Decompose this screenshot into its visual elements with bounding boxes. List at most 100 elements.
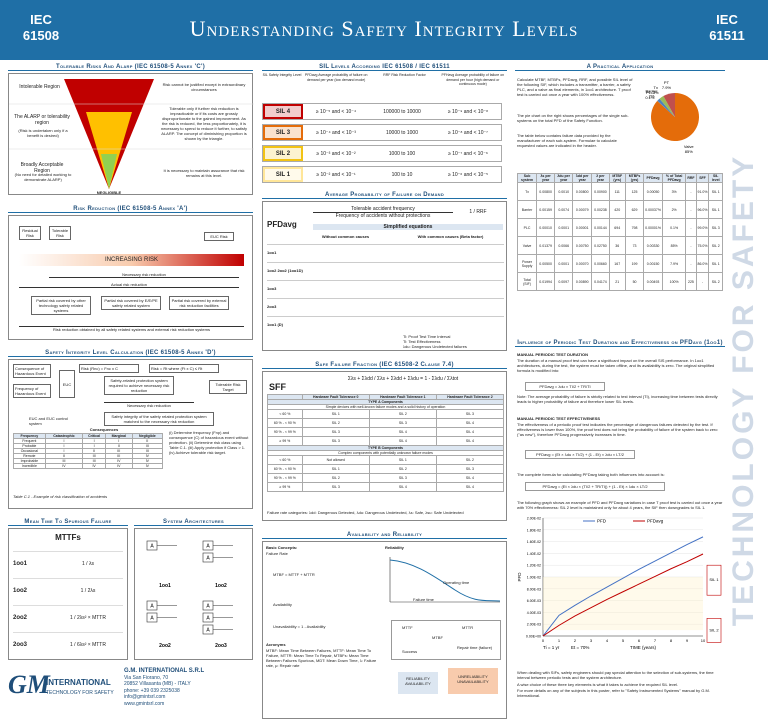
practical-cell: 0.00330 (643, 236, 663, 255)
practical-cell: 91.0% (695, 182, 710, 201)
practical-table-head: Sub system λs per year λdu per year λdd per… (516, 173, 723, 183)
practical-cell: 86.0% (695, 254, 710, 273)
avail-mtbf: MTBF (432, 635, 443, 640)
arch-block-label: A (206, 544, 210, 550)
practical-row: Valve 0.01379 0.0066 0.00750 0.02750 36 73 0.00… (516, 236, 723, 255)
chart-ytick: 1.20E-02 (527, 564, 541, 568)
section-mttf-title: Mean Time To Spurious Failure (8, 519, 128, 526)
avail-unrel-label: UNRELIABILITY UNAVAILABILITY (448, 668, 498, 694)
mttf-formula: 1 / 2λs (80, 587, 96, 594)
sff-panel: SFF Σλs + Σλdd / Σλs + Σλdd + Σλdu = 1 -… (262, 371, 507, 521)
pie-pct: 85% (685, 149, 693, 154)
pfd-legend1: Ti: Proof Test Time Interval (403, 334, 451, 339)
sff-row: 90 % - < 99 % SIL 2 SIL 3 SIL 4 (267, 473, 505, 483)
avail-mttr: MTTR (462, 625, 474, 630)
practical-header-cell: Sub system (516, 173, 538, 183)
section-sff-title: Safe Failure Fraction (IEC 61508-2 Claus… (262, 362, 507, 369)
practical-cell: 21 (608, 272, 626, 291)
chart-xlabel: TIME (years) (630, 645, 657, 650)
architecture-2oo2: AA 2oo2 (146, 600, 177, 649)
practical-cell: 0.00001% (643, 218, 663, 237)
practical-header-cell: λdu per year (554, 173, 574, 183)
sff-legend: Failure rate categories: λdd: Dangerous … (267, 510, 464, 515)
std-right-line1: IEC (716, 12, 738, 27)
avail-repair: Repair time (failure) (457, 645, 493, 650)
risk-class-cell: IV (82, 463, 106, 469)
chart-xtick: 1 (558, 638, 561, 643)
sff-cell: SIL 3 (301, 436, 370, 446)
chart-xtick: 2 (574, 638, 577, 643)
alarp-right3: It is necessary to maintain assurance th… (163, 168, 245, 178)
legend-label: PFD (597, 519, 607, 524)
practical-cell: 0.0001 (554, 218, 574, 237)
mttf-formula: 1 / λs (82, 560, 94, 567)
practical-cell: 0.00050 (643, 182, 663, 201)
pfd-col1: Without common causes (321, 234, 370, 239)
risk-freq-cell: Incredible (13, 463, 46, 469)
practical-cell: 167 (608, 254, 626, 273)
calc-necessary: Necessary risk reduction (104, 402, 194, 408)
practical-cell: 0.00890 (572, 272, 593, 291)
practical-cell: 798 (624, 218, 645, 237)
sil-pfd: ≥ 10⁻⁵ and < 10⁻⁴ (315, 108, 357, 115)
company-address: G.M. INTERNATIONAL S.R.L Via San Fiorano… (124, 668, 204, 707)
sil-label: SIL 1 (263, 167, 303, 182)
practical-cell: 0.00144 (591, 218, 610, 237)
sff-cell: ≥ 99 % (267, 436, 303, 446)
proof-formula1: PFDavg = λdu × TI/2 + TR/TI (525, 382, 605, 391)
sil-rrf: 10000 to 1000 (386, 129, 418, 136)
mttf-arch: 2oo2 (13, 614, 28, 621)
practical-cell: 0.0010 (554, 182, 574, 201)
practical-cell: 73 (624, 236, 645, 255)
practical-cell: 0.00900 (591, 182, 610, 201)
arch-block-label: A (206, 628, 210, 634)
practical-cell: 0.00750 (572, 236, 593, 255)
sil-header-0: SIL Safety Integrity Level (262, 73, 302, 77)
sil-row: SIL 3 ≥ 10⁻⁴ and < 10⁻³ 10000 to 1000 ≥ 10⁻… (262, 124, 502, 141)
sil-rrf: 100 to 10 (391, 171, 413, 178)
company-line5[interactable]: www.gmintsrl.com (124, 700, 165, 707)
practical-cell: 0.0001 (554, 254, 574, 273)
proof-formula2: PFDavg = (Et × λdu × TI/2) + (1 - Et) × … (525, 450, 635, 459)
chart-xtick: 3 (590, 638, 593, 643)
avail-acronyms: MTBF: Mean Time Between Failures, MTTF: … (266, 648, 377, 668)
practical-header-cell: PFDavg (643, 173, 663, 183)
company-line1: Via San Fiorano, 70 (124, 674, 169, 681)
practical-cell: 36 (608, 236, 626, 255)
chart-ylabel: PFD (517, 572, 522, 582)
pie-label: Tx (654, 85, 658, 90)
sff-cell: 90 % - < 99 % (267, 427, 303, 437)
architectures-panel: A 1oo1 A A 1oo2 A A 2oo2 A A A 2oo3 (134, 528, 253, 660)
risk-class-cell: IV (131, 463, 164, 469)
practical-cell: SIL 1 (708, 200, 723, 219)
proof-p4: The complete formula for calculating PFD… (517, 472, 665, 477)
std-left-line1: IEC (30, 12, 52, 27)
alarp-triangle-yellow (86, 112, 132, 189)
sff-cell: SIL 4 (435, 427, 505, 437)
alarp-acceptable-note: (No need for detailed working to demonst… (14, 172, 72, 182)
sff-cell: SIL 4 (368, 482, 437, 492)
rr-actual: Actual risk reduction (19, 282, 239, 288)
practical-header-cell: λ per year (591, 173, 610, 183)
pfd-eq-rrf: 1 / RRF (469, 209, 487, 215)
company-line2: 20852 Villasanta (MB) - ITALY (124, 681, 191, 687)
calc-cons-title: Consequences (89, 427, 119, 432)
alarp-intolerable: Intolerable Region (19, 84, 60, 90)
proof-h2: MANUAL PERIODIC TEST EFFECTIVENESS (517, 416, 601, 421)
practical-cell: 0.0066 (554, 236, 574, 255)
sff-cell: 60 % - < 90 % (267, 464, 303, 474)
sff-cell: SIL 1 (301, 409, 370, 419)
company-line4[interactable]: info@gmintsrl.com (124, 694, 166, 700)
practical-cell: SIL 1 (708, 182, 723, 201)
chart-xtick: 5 (622, 638, 625, 643)
avail-reliability: Reliability (385, 545, 404, 550)
sff-row: < 60 % SIL 1 SIL 2 SIL 3 (267, 409, 505, 419)
sff-cell: SIL 4 (368, 427, 437, 437)
pfd-row: 2oo3 (267, 298, 504, 314)
practical-row: PLC 0.00010 0.0001 0.00001 0.00144 694 798 0.00… (516, 218, 723, 237)
practical-cell: - (685, 182, 697, 201)
arch-label: 1oo1 (159, 583, 171, 589)
practical-cell: 0.01994 (536, 272, 556, 291)
avail-mtbf-box: MTTF MTTR MTBF Success Repair time (fail… (391, 620, 501, 660)
